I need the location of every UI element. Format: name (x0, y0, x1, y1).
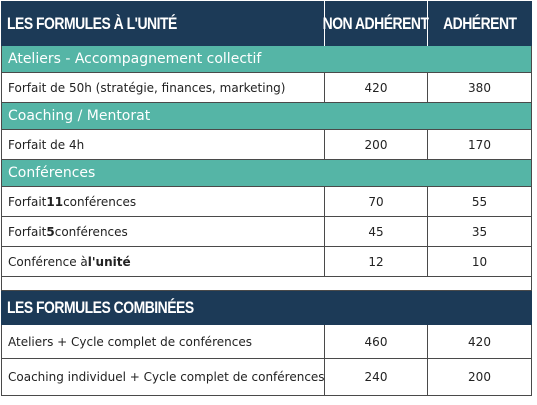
row-label: Coaching individuel + Cycle complet de c… (1, 359, 325, 396)
price-adherent: 10 (428, 247, 532, 277)
price-adherent: 35 (428, 217, 532, 247)
row-label: Conférence à l'unité (1, 247, 325, 277)
price-non-adherent: 240 (325, 359, 428, 396)
price-non-adherent: 460 (325, 325, 428, 359)
table-row: Forfait de 50h (stratégie, finances, mar… (1, 73, 532, 103)
price-non-adherent: 70 (325, 187, 428, 217)
table-row: Forfait de 4h 200 170 (1, 130, 532, 160)
price-adherent: 420 (428, 325, 532, 359)
price-adherent: 380 (428, 73, 532, 103)
table-row: Conférence à l'unité 12 10 (1, 247, 532, 277)
section-title: Ateliers - Accompagnement collectif (8, 51, 262, 67)
header-adherent-label: ADHÉRENT (443, 13, 517, 33)
price-adherent: 200 (428, 359, 532, 396)
table-row: Coaching individuel + Cycle complet de c… (1, 359, 532, 396)
row-label: Forfait 5 conférences (1, 217, 325, 247)
combined-title: LES FORMULES COMBINÉES (7, 298, 194, 317)
section-title: Coaching / Mentorat (8, 108, 151, 124)
header-non-adherent-label: NON ADHÉRENT (323, 13, 429, 33)
section-header-coaching: Coaching / Mentorat (1, 103, 532, 130)
header-formulas-label: LES FORMULES À L'UNITÉ (7, 13, 177, 33)
row-label: Forfait de 4h (1, 130, 325, 160)
table-row: Forfait 11 conférences 70 55 (1, 187, 532, 217)
price-non-adherent: 12 (325, 247, 428, 277)
header-cell-non-adherent: NON ADHÉRENT (323, 1, 429, 46)
pricing-table: LES FORMULES À L'UNITÉ NON ADHÉRENT ADHÉ… (1, 1, 532, 396)
table-row: Forfait 5 conférences 45 35 (1, 217, 532, 247)
price-non-adherent: 420 (325, 73, 428, 103)
spacer-row (1, 277, 532, 291)
price-adherent: 170 (428, 130, 532, 160)
price-non-adherent: 200 (325, 130, 428, 160)
table-row: Ateliers + Cycle complet de conférences … (1, 325, 532, 359)
row-label: Forfait 11 conférences (1, 187, 325, 217)
section-header-ateliers: Ateliers - Accompagnement collectif (1, 46, 532, 73)
header-cell-adherent: ADHÉRENT (428, 1, 532, 46)
combined-header: LES FORMULES COMBINÉES (1, 291, 532, 325)
row-label: Forfait de 50h (stratégie, finances, mar… (1, 73, 325, 103)
price-non-adherent: 45 (325, 217, 428, 247)
table-header: LES FORMULES À L'UNITÉ NON ADHÉRENT ADHÉ… (1, 1, 532, 46)
price-adherent: 55 (428, 187, 532, 217)
row-label: Ateliers + Cycle complet de conférences (1, 325, 325, 359)
header-cell-formulas: LES FORMULES À L'UNITÉ (1, 1, 325, 46)
section-header-conferences: Conférences (1, 160, 532, 187)
section-title: Conférences (8, 165, 96, 181)
